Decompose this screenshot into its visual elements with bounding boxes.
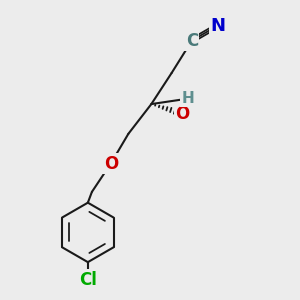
Text: H: H (182, 91, 194, 106)
Text: O: O (104, 154, 118, 172)
Text: C: C (186, 32, 198, 50)
Text: N: N (210, 17, 225, 35)
Text: Cl: Cl (79, 271, 97, 289)
Text: O: O (175, 104, 190, 122)
